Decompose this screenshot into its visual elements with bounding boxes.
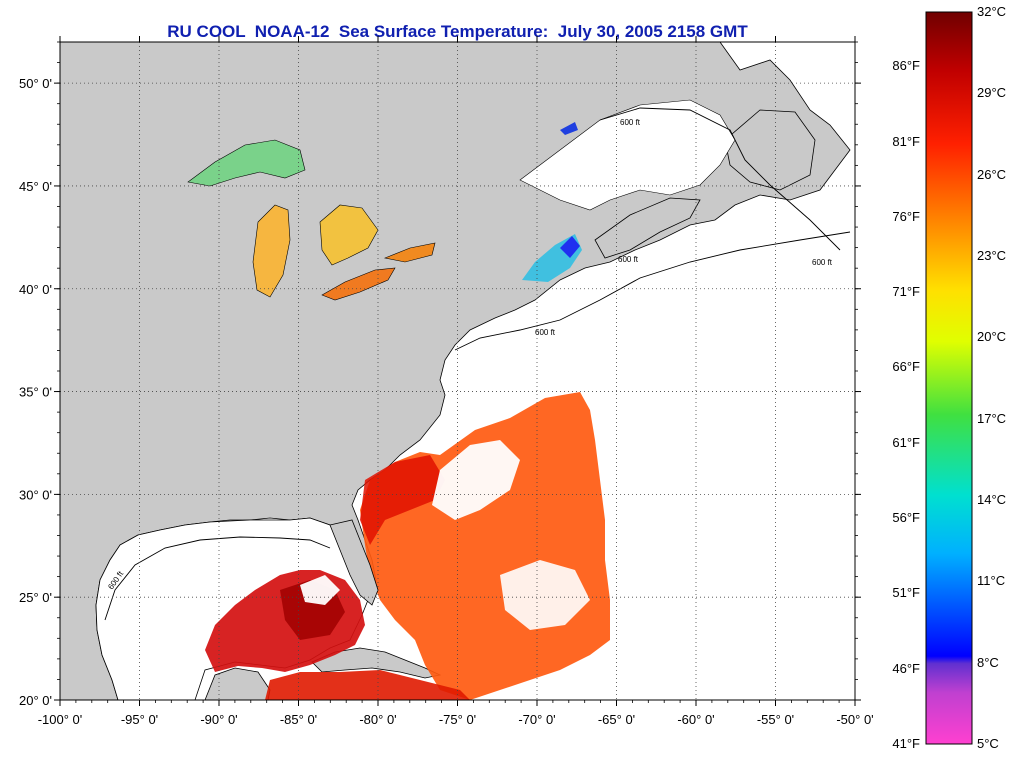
contour-label-atlantic: 600 ft — [535, 328, 556, 337]
depth-contour-north — [599, 107, 841, 251]
colorbar — [925, 11, 973, 745]
contour-label-maine: 600 ft — [618, 255, 639, 264]
colorbar-celsius-label: 11°C — [977, 573, 1006, 589]
lon-tick-label: -60° 0' — [677, 712, 714, 727]
cloud-gap-gulf — [300, 575, 340, 605]
lon-tick-label: -90° 0' — [200, 712, 237, 727]
lon-tick-label: -100° 0' — [38, 712, 83, 727]
lon-tick-label: -65° 0' — [598, 712, 635, 727]
lon-tick-label: -70° 0' — [518, 712, 555, 727]
colorbar-fahrenheit-label: 41°F — [892, 736, 920, 751]
lake-ontario — [383, 242, 436, 263]
lon-tick-label: -80° 0' — [359, 712, 396, 727]
colorbar-fahrenheit-label: 76°F — [892, 208, 920, 224]
lat-tick-label: 20° 0' — [19, 693, 52, 708]
colorbar-celsius-label: 17°C — [977, 410, 1007, 426]
gulf-of-maine-cold — [560, 236, 580, 258]
lat-tick-label: 35° 0' — [19, 385, 52, 400]
lat-tick-label: 50° 0' — [19, 76, 52, 91]
colorbar-fahrenheit-label: 61°F — [892, 434, 920, 450]
colorbar-celsius-label: 20°C — [977, 329, 1007, 345]
atlantic-sst-hot — [360, 455, 445, 545]
map-frame — [59, 41, 856, 701]
colorbar-celsius-label: 26°C — [977, 166, 1007, 182]
lat-tick-label: 45° 0' — [19, 179, 52, 194]
colorbar-celsius-label: 29°C — [977, 85, 1007, 101]
lon-tick-label: -85° 0' — [280, 712, 317, 727]
colorbar-fahrenheit-label: 86°F — [892, 58, 920, 74]
lon-tick-label: -50° 0' — [836, 712, 873, 727]
land-nova-scotia — [594, 197, 701, 259]
depth-contour-gulf — [104, 536, 331, 621]
colorbar-fahrenheit-label: 51°F — [892, 585, 920, 601]
lon-tick-label: -55° 0' — [757, 712, 794, 727]
map-title: RU COOL NOAA-12 Sea Surface Temperature:… — [167, 22, 748, 41]
lon-tick-label: -95° 0' — [121, 712, 158, 727]
colorbar-fahrenheit-label: 56°F — [892, 510, 920, 526]
lake-superior — [187, 139, 306, 187]
lake-huron — [319, 204, 379, 266]
colorbar-celsius-label: 14°C — [977, 492, 1007, 507]
colorbar-fahrenheit-label: 66°F — [892, 359, 920, 375]
cloud-gap-2 — [500, 560, 590, 630]
colorbar-celsius-label: 5°C — [977, 736, 999, 751]
colorbar-fahrenheit-label: 81°F — [892, 133, 920, 149]
land-yucatan — [204, 667, 271, 700]
colorbar-celsius-label: 23°C — [977, 248, 1007, 263]
land-newfoundland — [724, 109, 816, 191]
contour-label-north: 600 ft — [620, 118, 641, 127]
colorbar-celsius-label: 8°C — [977, 654, 999, 670]
st-lawrence-cold — [560, 122, 578, 135]
graticule — [60, 42, 855, 700]
lat-tick-label: 25° 0' — [19, 590, 52, 605]
lat-tick-label: 40° 0' — [19, 282, 52, 297]
colorbar-celsius-label: 32°C — [977, 4, 1007, 19]
lon-tick-label: -75° 0' — [439, 712, 476, 727]
lat-tick-label: 30° 0' — [19, 487, 52, 502]
colorbar-fahrenheit-label: 46°F — [892, 660, 920, 676]
contour-label-east: 600 ft — [812, 258, 833, 267]
caribbean-sst — [265, 670, 470, 700]
lake-michigan — [252, 204, 291, 298]
colorbar-fahrenheit-label: 71°F — [892, 284, 920, 300]
gulf-st-lawrence — [519, 99, 736, 211]
cloud-gap-1 — [432, 440, 520, 520]
land-florida — [329, 519, 379, 606]
lake-erie — [321, 267, 396, 301]
